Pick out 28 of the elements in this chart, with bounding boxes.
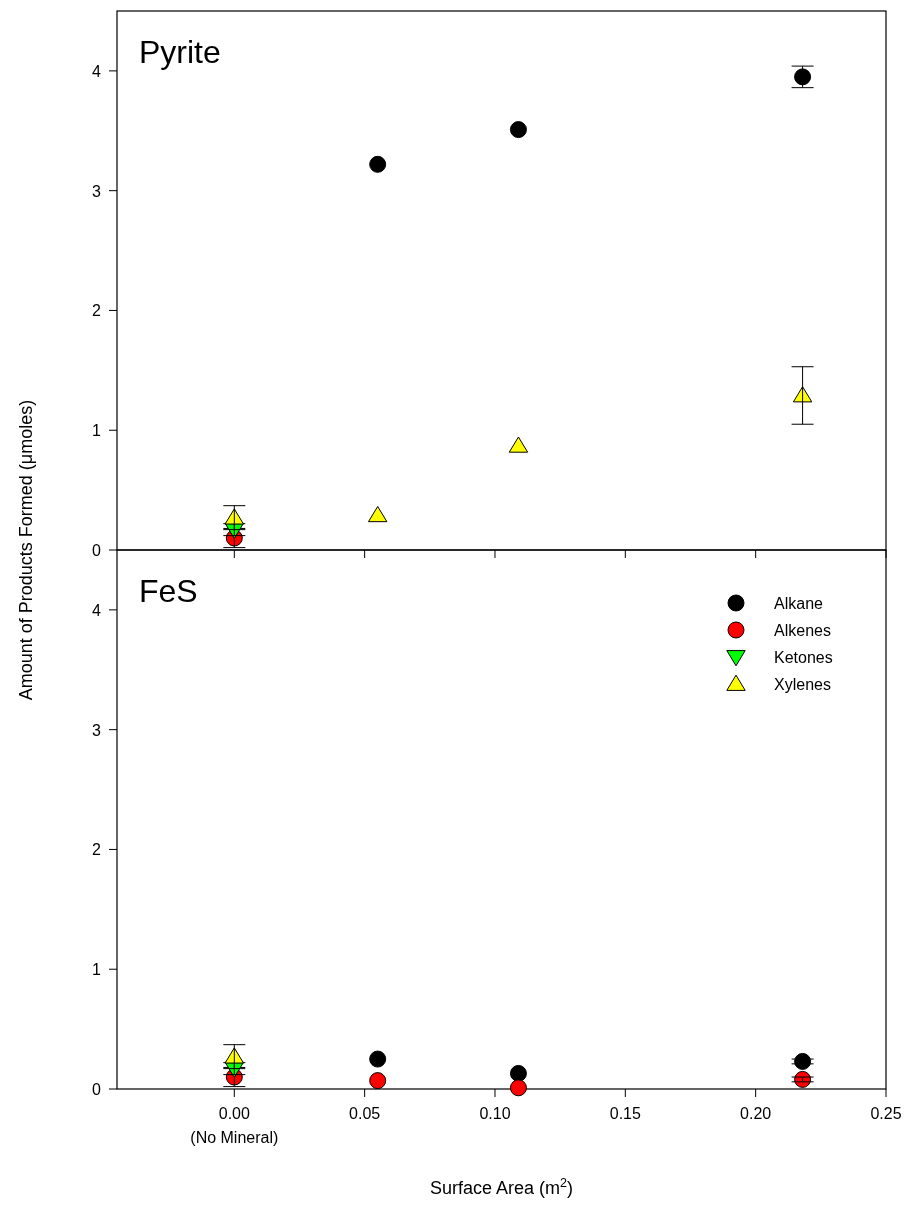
y-tick-label: 0 (92, 1081, 102, 1098)
legend-label: Alkane (774, 595, 824, 612)
point (508, 436, 529, 453)
x-tick-label: 0.20 (740, 1105, 772, 1122)
y-tick-label: 1 (92, 961, 102, 979)
y-tick-label: 4 (92, 601, 102, 619)
y-tick-label: 2 (92, 841, 102, 859)
y-tick-label: 3 (92, 182, 102, 200)
x-tick-label: 0.10 (479, 1105, 511, 1122)
x-axis-title: Surface Area (m$^{2}$) (429, 1176, 574, 1198)
y-axis-title: Amount of Products Formed (μmoles) (16, 399, 36, 701)
y-tick-label: 2 (92, 302, 102, 320)
y-tick-label: 4 (92, 62, 102, 80)
text: FeS (139, 573, 198, 609)
x-tick-label: 0.00 (No Mineral) (190, 1105, 279, 1146)
point (369, 155, 387, 173)
legend-label: Xylenes (774, 676, 831, 693)
text: Pyrite (139, 34, 221, 70)
point (367, 505, 388, 523)
x-tick-label: 0.15 (609, 1105, 641, 1122)
x-tick-label: 0.05 (349, 1105, 381, 1122)
y-tick-label: 1 (92, 422, 102, 440)
y-tick-label: 0 (92, 542, 102, 559)
y-tick-label: 3 (92, 721, 102, 739)
point (509, 121, 527, 139)
x-tick-label: 0.25 (870, 1105, 902, 1122)
legend-label: Ketones (774, 649, 833, 666)
legend-label: Alkenes (774, 622, 831, 639)
